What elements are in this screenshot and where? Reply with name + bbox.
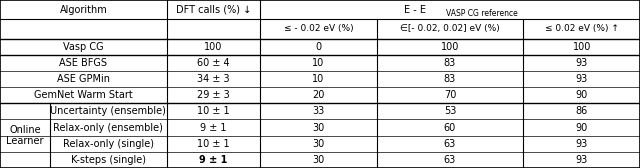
Text: 90: 90 <box>575 90 588 100</box>
Text: 9 ± 1: 9 ± 1 <box>200 123 227 133</box>
Text: 34 ± 3: 34 ± 3 <box>197 74 230 84</box>
Text: Uncertainty (ensemble): Uncertainty (ensemble) <box>51 106 166 116</box>
Text: 83: 83 <box>444 74 456 84</box>
Text: 10: 10 <box>312 58 324 68</box>
Text: 86: 86 <box>575 106 588 116</box>
Text: 93: 93 <box>575 139 588 149</box>
Text: Vasp CG: Vasp CG <box>63 42 104 52</box>
Text: ≤ 0.02 eV (%) ↑: ≤ 0.02 eV (%) ↑ <box>545 25 619 33</box>
Text: DFT calls (%) ↓: DFT calls (%) ↓ <box>176 5 251 15</box>
Text: 20: 20 <box>312 90 324 100</box>
Text: 30: 30 <box>312 139 324 149</box>
Text: 63: 63 <box>444 155 456 165</box>
Text: ≤ - 0.02 eV (%): ≤ - 0.02 eV (%) <box>284 25 353 33</box>
Text: 29 ± 3: 29 ± 3 <box>197 90 230 100</box>
Text: Algorithm: Algorithm <box>60 5 108 15</box>
Text: E - E: E - E <box>404 5 426 15</box>
Text: 60 ± 4: 60 ± 4 <box>197 58 230 68</box>
Text: 30: 30 <box>312 123 324 133</box>
Text: 100: 100 <box>204 42 223 52</box>
Text: 53: 53 <box>444 106 456 116</box>
Text: 83: 83 <box>444 58 456 68</box>
Text: VASP CG reference: VASP CG reference <box>446 9 518 17</box>
Text: 100: 100 <box>441 42 459 52</box>
Text: ASE BFGS: ASE BFGS <box>60 58 108 68</box>
Text: 63: 63 <box>444 139 456 149</box>
Text: 93: 93 <box>575 155 588 165</box>
Text: 90: 90 <box>575 123 588 133</box>
Text: 100: 100 <box>572 42 591 52</box>
Text: 0: 0 <box>316 42 321 52</box>
Text: 70: 70 <box>444 90 456 100</box>
Text: 30: 30 <box>312 155 324 165</box>
Text: 33: 33 <box>312 106 324 116</box>
Text: 93: 93 <box>575 58 588 68</box>
Text: K-steps (single): K-steps (single) <box>71 155 146 165</box>
Text: 93: 93 <box>575 74 588 84</box>
Text: 10 ± 1: 10 ± 1 <box>197 106 230 116</box>
Text: 10 ± 1: 10 ± 1 <box>197 139 230 149</box>
Text: GemNet Warm Start: GemNet Warm Start <box>34 90 132 100</box>
Text: ASE GPMin: ASE GPMin <box>57 74 110 84</box>
Text: ∈[- 0.02, 0.02] eV (%): ∈[- 0.02, 0.02] eV (%) <box>400 25 500 33</box>
Text: Relax-only (ensemble): Relax-only (ensemble) <box>53 123 163 133</box>
Text: 9 ± 1: 9 ± 1 <box>199 155 228 165</box>
Text: Online
Learner: Online Learner <box>6 125 44 146</box>
Text: 10: 10 <box>312 74 324 84</box>
Text: 60: 60 <box>444 123 456 133</box>
Text: Relax-only (single): Relax-only (single) <box>63 139 154 149</box>
